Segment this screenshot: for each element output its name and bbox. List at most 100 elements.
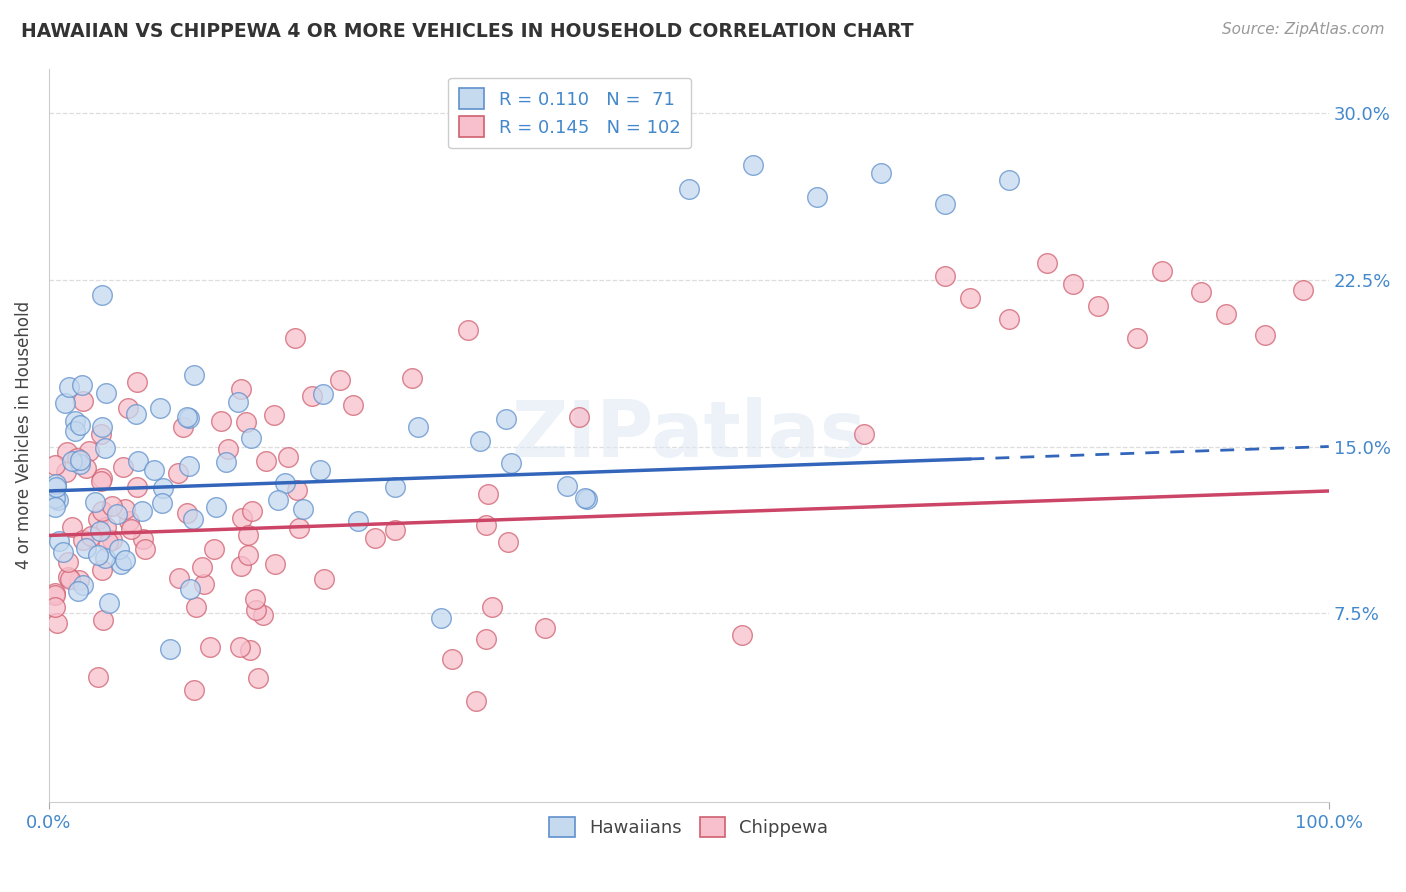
Point — [477, 487, 499, 501]
Point — [301, 389, 323, 403]
Point — [869, 165, 891, 179]
Point — [56, 555, 79, 569]
Point — [179, 582, 201, 596]
Point — [252, 608, 274, 623]
Point — [69, 457, 91, 471]
Point — [342, 398, 364, 412]
Point — [226, 395, 249, 409]
Point — [63, 424, 86, 438]
Point — [474, 518, 496, 533]
Point — [309, 463, 332, 477]
Point — [231, 558, 253, 573]
Point — [328, 372, 350, 386]
Point — [118, 514, 141, 528]
Point — [127, 453, 149, 467]
Point — [231, 511, 253, 525]
Point — [934, 269, 956, 284]
Point — [77, 444, 100, 458]
Point — [474, 632, 496, 647]
Point — [190, 559, 212, 574]
Point — [235, 415, 257, 429]
Point — [91, 504, 114, 518]
Point — [150, 496, 173, 510]
Point — [678, 182, 700, 196]
Point — [44, 500, 66, 515]
Point — [45, 477, 67, 491]
Point — [132, 533, 155, 547]
Text: Source: ZipAtlas.com: Source: ZipAtlas.com — [1222, 22, 1385, 37]
Point — [66, 450, 89, 465]
Point — [384, 523, 406, 537]
Point — [108, 541, 131, 556]
Point — [125, 407, 148, 421]
Point — [287, 483, 309, 497]
Point — [429, 611, 451, 625]
Point — [465, 693, 488, 707]
Point — [98, 596, 121, 610]
Point — [97, 535, 120, 549]
Point — [120, 522, 142, 536]
Point — [46, 493, 69, 508]
Point — [159, 641, 181, 656]
Point — [90, 474, 112, 488]
Point — [314, 572, 336, 586]
Point — [267, 492, 290, 507]
Point — [177, 459, 200, 474]
Point — [176, 506, 198, 520]
Point — [247, 671, 270, 685]
Point — [347, 514, 370, 528]
Point — [1036, 256, 1059, 270]
Point — [240, 431, 263, 445]
Point — [60, 454, 83, 468]
Point — [72, 377, 94, 392]
Point — [481, 600, 503, 615]
Point — [741, 158, 763, 172]
Point — [229, 640, 252, 655]
Point — [179, 411, 201, 425]
Point — [568, 410, 591, 425]
Point — [959, 291, 981, 305]
Point — [72, 578, 94, 592]
Point — [53, 395, 76, 409]
Point — [1254, 328, 1277, 343]
Point — [852, 427, 875, 442]
Point — [91, 563, 114, 577]
Point — [176, 410, 198, 425]
Point — [401, 371, 423, 385]
Point — [209, 414, 232, 428]
Point — [149, 401, 172, 416]
Point — [364, 531, 387, 545]
Point — [45, 480, 67, 494]
Point — [142, 463, 165, 477]
Point — [312, 386, 335, 401]
Point — [1087, 299, 1109, 313]
Point — [806, 189, 828, 203]
Point — [69, 453, 91, 467]
Point — [63, 414, 86, 428]
Point — [67, 573, 90, 587]
Point — [117, 401, 139, 416]
Legend: Hawaiians, Chippewa: Hawaiians, Chippewa — [543, 809, 835, 845]
Point — [555, 479, 578, 493]
Point — [254, 453, 277, 467]
Point — [89, 524, 111, 538]
Point — [183, 682, 205, 697]
Point — [94, 442, 117, 456]
Point — [44, 458, 66, 473]
Point — [204, 500, 226, 514]
Point — [101, 500, 124, 514]
Point — [125, 375, 148, 389]
Point — [217, 442, 239, 457]
Point — [934, 197, 956, 211]
Point — [284, 331, 307, 345]
Text: HAWAIIAN VS CHIPPEWA 4 OR MORE VEHICLES IN HOUSEHOLD CORRELATION CHART: HAWAIIAN VS CHIPPEWA 4 OR MORE VEHICLES … — [21, 22, 914, 41]
Point — [236, 548, 259, 562]
Point — [87, 512, 110, 526]
Point — [112, 459, 135, 474]
Point — [55, 465, 77, 479]
Point — [60, 520, 83, 534]
Point — [998, 312, 1021, 326]
Point — [44, 600, 66, 615]
Point — [75, 460, 97, 475]
Point — [48, 534, 70, 549]
